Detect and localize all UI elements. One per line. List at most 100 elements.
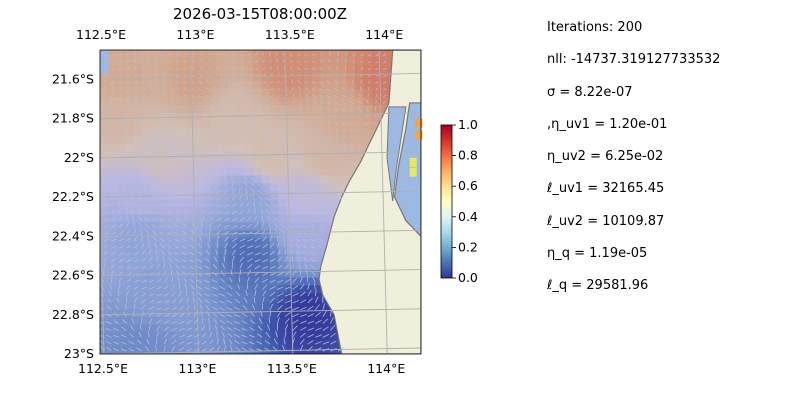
heatmap-cell: [142, 324, 152, 333]
heatmap-cell: [312, 183, 322, 192]
heatmap-cell: [278, 316, 288, 326]
quiver-arrow: [315, 312, 321, 318]
heatmap-cell: [202, 175, 212, 184]
heatmap-cell: [312, 120, 322, 129]
heatmap-cell: [261, 112, 271, 122]
quiver-arrow: [145, 229, 150, 235]
heatmap-cell: [244, 332, 254, 341]
heatmap-cell: [142, 222, 152, 231]
quiver-arrow: [356, 115, 361, 119]
quiver-arrow: [284, 318, 290, 324]
quiver-arrow: [151, 197, 157, 201]
quiver-arrow: [277, 272, 284, 276]
quiver-arrow: [194, 148, 199, 153]
quiver-arrow: [322, 202, 325, 208]
heatmap-cell: [125, 277, 135, 286]
quiver-arrow: [133, 236, 138, 242]
quiver-arrow: [277, 140, 280, 146]
quiver-arrow: [283, 168, 286, 173]
quiver-arrow: [179, 320, 185, 325]
x-tick-labels-top: 112.5°E 113°E 113.5°E 114°E: [76, 27, 403, 42]
quiver-arrow: [292, 325, 298, 331]
heatmap-cell: [168, 316, 178, 326]
heatmap-cell: [151, 340, 161, 349]
heatmap-cell: [295, 104, 305, 114]
quiver-arrow: [329, 140, 333, 146]
colorbar-tick-label: 0.4: [458, 209, 478, 224]
heatmap-cell: [261, 277, 271, 286]
quiver-arrow: [207, 242, 210, 249]
heatmap-cell: [261, 81, 271, 90]
heatmap-cell: [176, 261, 186, 271]
heatmap-cell: [210, 199, 220, 208]
heatmap-cell: [202, 120, 212, 129]
quiver-arrow: [337, 184, 343, 187]
heatmap-cell: [134, 73, 144, 82]
quiver-arrow: [130, 209, 135, 215]
quiver-arrow: [111, 67, 116, 71]
quiver-arrow: [216, 211, 223, 215]
quiver-arrow: [118, 258, 124, 263]
quiver-arrow: [349, 115, 354, 119]
quiver-arrow: [201, 222, 203, 228]
quiver-arrow: [277, 101, 282, 105]
heatmap-cell: [261, 254, 271, 263]
heatmap-cell: [108, 277, 118, 286]
quiver-arrow: [268, 147, 271, 153]
heatmap-cell: [134, 65, 144, 75]
heatmap-cell: [337, 97, 347, 106]
quiver-arrow: [155, 249, 158, 256]
heatmap-cell: [100, 159, 110, 169]
quiver-arrow: [120, 348, 127, 352]
quiver-arrow: [254, 87, 259, 91]
quiver-arrow: [269, 95, 274, 98]
parallel-gridline: [100, 269, 421, 276]
heatmap-cell: [303, 222, 313, 231]
heatmap-cell: [176, 340, 186, 349]
quiver-arrow: [118, 106, 121, 111]
quiver-arrow: [224, 218, 230, 222]
heatmap-cell: [312, 277, 322, 286]
quiver-arrow: [107, 169, 112, 173]
quiver-arrow: [201, 209, 206, 215]
heatmap-cell: [371, 104, 381, 114]
quiver-arrow: [315, 142, 320, 146]
quiver-arrow: [254, 106, 258, 112]
quiver-arrow: [375, 53, 379, 57]
heatmap-cell: [244, 191, 254, 200]
heatmap-cell: [295, 206, 305, 216]
heatmap-cell: [210, 97, 220, 106]
quiver-arrow: [183, 100, 188, 105]
heatmap-cell: [117, 73, 127, 82]
quiver-arrow: [269, 265, 276, 270]
heatmap-cell: [261, 261, 271, 271]
quiver-arrow: [199, 127, 203, 132]
heatmap-cell: [219, 206, 229, 216]
heatmap-cell: [159, 238, 169, 247]
heatmap-cell: [193, 120, 203, 129]
quiver-arrow: [102, 99, 105, 105]
quiver-arrow: [292, 142, 297, 146]
heatmap-cell: [176, 316, 186, 326]
y-tick-label: 21.8°S: [52, 111, 94, 126]
quiver-arrow: [304, 80, 308, 84]
quiver-arrow: [106, 346, 112, 352]
quiver-arrow: [192, 120, 195, 125]
heatmap-cell: [168, 254, 178, 263]
y-tick-label: 23°S: [64, 346, 94, 361]
heatmap-cell: [159, 97, 169, 106]
heatmap-cell: [303, 73, 313, 82]
quiver-arrow: [291, 174, 294, 180]
heatmap-cell: [303, 348, 313, 354]
heatmap-cell: [202, 238, 212, 247]
quiver-arrow: [239, 244, 246, 249]
quiver-arrow: [156, 93, 160, 98]
heatmap-cell: [244, 65, 254, 75]
quiver-arrow: [123, 141, 127, 146]
colorbar-tick-label: 0.0: [458, 270, 478, 285]
heatmap-cell: [354, 136, 364, 145]
heatmap-cell: [320, 144, 330, 153]
quiver-arrow: [126, 81, 131, 84]
quiver-arrow: [367, 80, 371, 84]
heatmap-cell: [278, 206, 288, 216]
